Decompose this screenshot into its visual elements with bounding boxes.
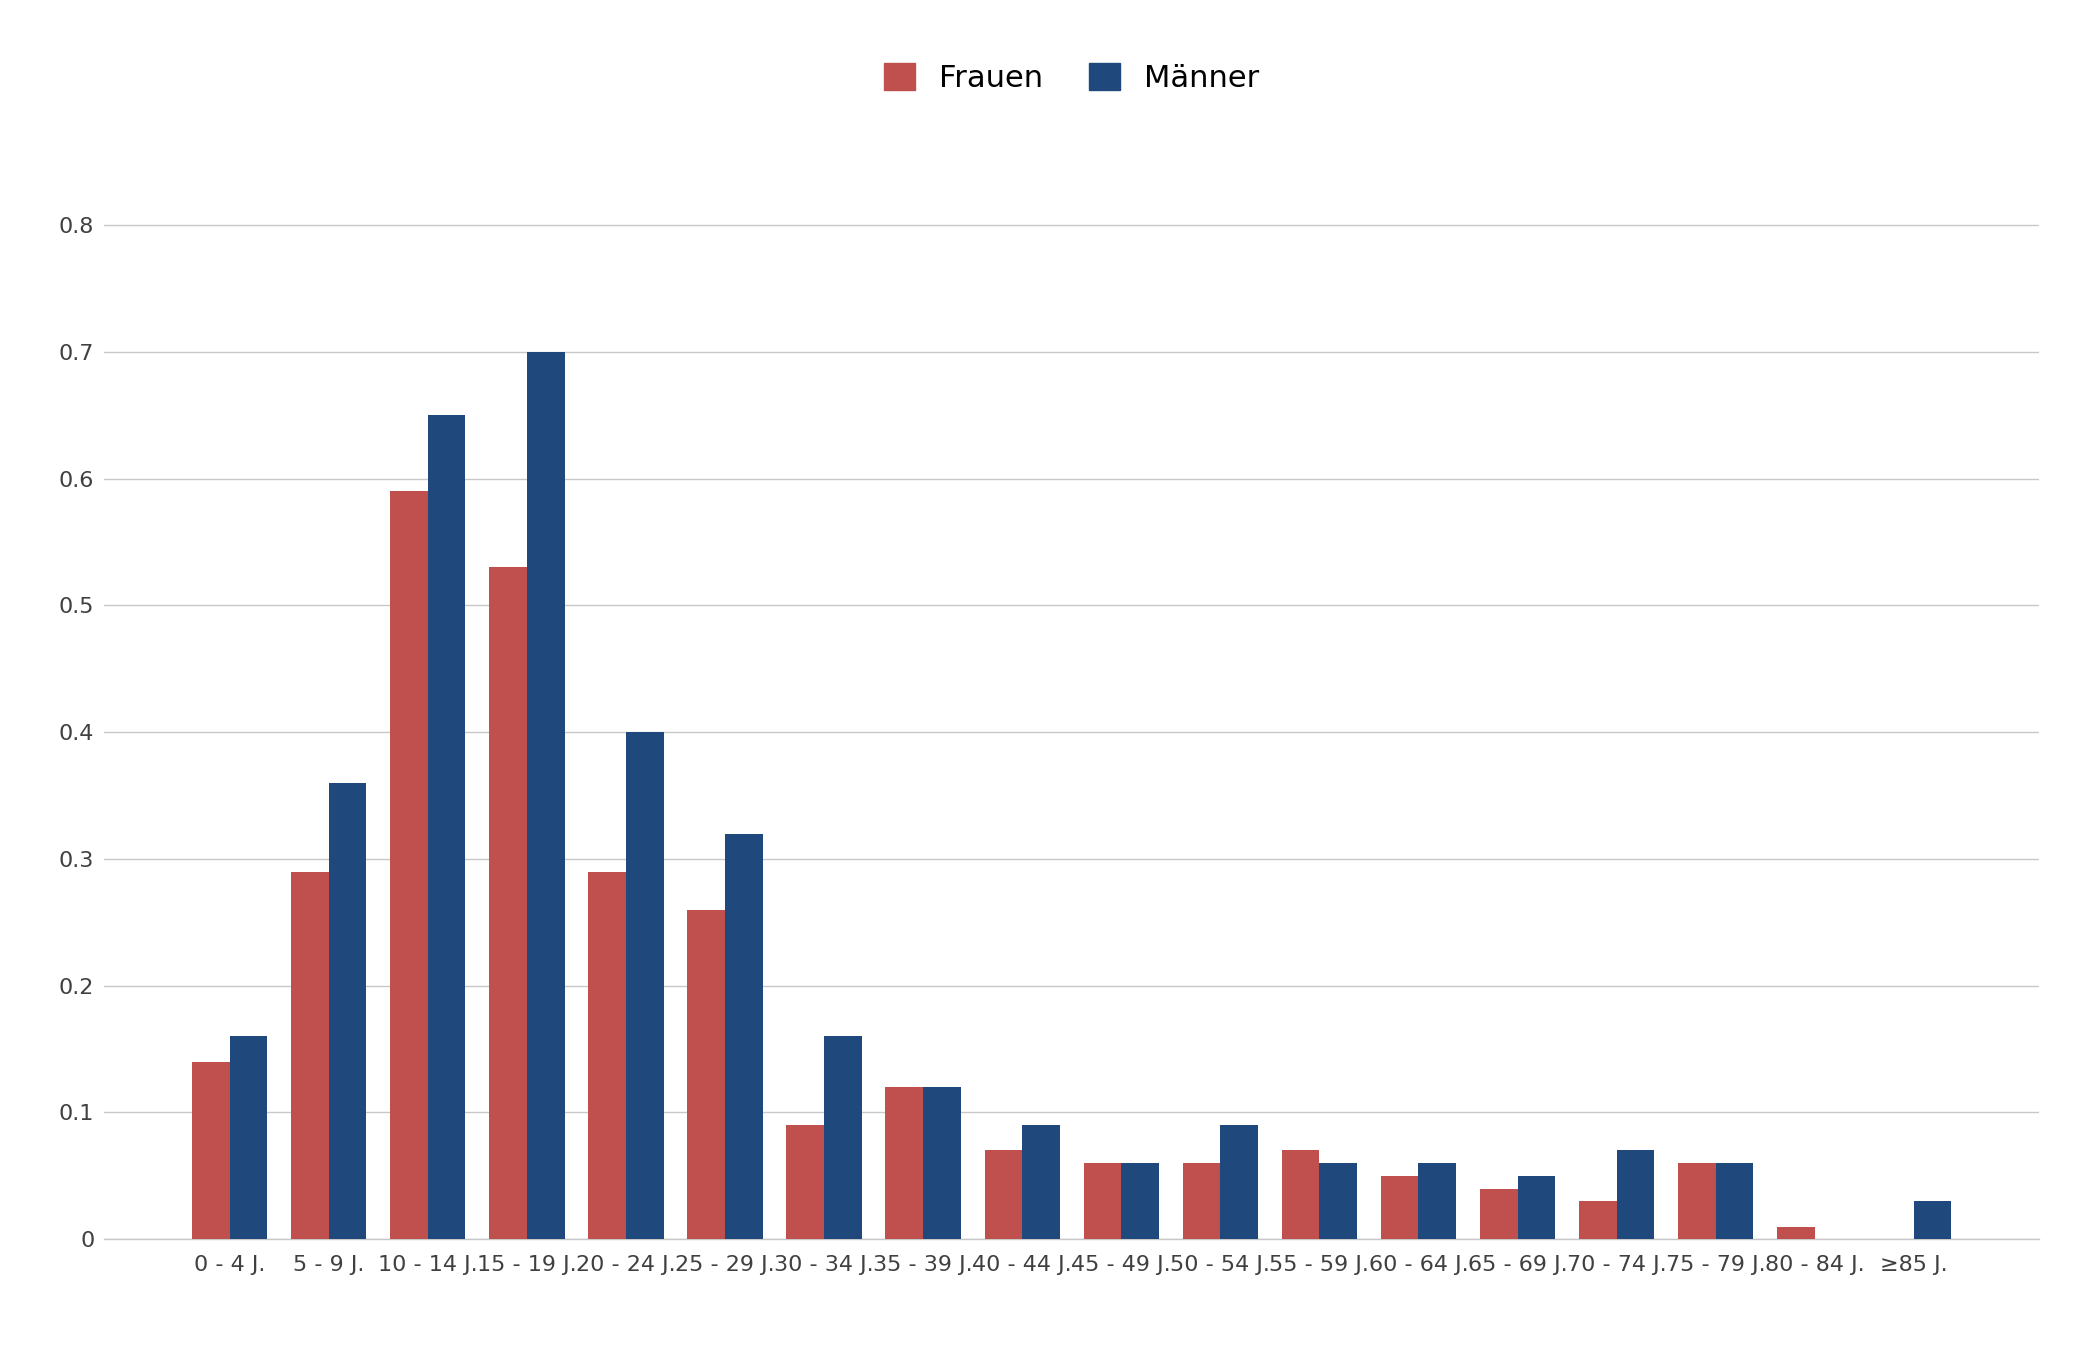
- Bar: [626, 733, 664, 1239]
- Bar: [1915, 1202, 1952, 1239]
- Bar: [787, 1125, 824, 1239]
- Bar: [1677, 1164, 1715, 1239]
- Bar: [291, 872, 329, 1239]
- Bar: [1084, 1164, 1122, 1239]
- Bar: [1219, 1125, 1257, 1239]
- Bar: [489, 567, 526, 1239]
- Bar: [1517, 1176, 1555, 1239]
- Bar: [687, 909, 724, 1239]
- Bar: [1182, 1164, 1219, 1239]
- Bar: [1617, 1150, 1654, 1239]
- Bar: [1480, 1188, 1517, 1239]
- Bar: [1777, 1227, 1815, 1239]
- Bar: [984, 1150, 1022, 1239]
- Bar: [1022, 1125, 1059, 1239]
- Bar: [1419, 1164, 1457, 1239]
- Bar: [229, 1036, 266, 1239]
- Bar: [389, 492, 429, 1239]
- Bar: [1715, 1164, 1754, 1239]
- Bar: [824, 1036, 862, 1239]
- Bar: [1579, 1202, 1617, 1239]
- Bar: [1382, 1176, 1419, 1239]
- Bar: [1319, 1164, 1357, 1239]
- Bar: [589, 872, 626, 1239]
- Bar: [1122, 1164, 1159, 1239]
- Bar: [329, 783, 366, 1239]
- Bar: [1282, 1150, 1319, 1239]
- Bar: [429, 415, 466, 1239]
- Bar: [191, 1061, 229, 1239]
- Bar: [526, 352, 564, 1239]
- Bar: [887, 1087, 924, 1239]
- Bar: [924, 1087, 961, 1239]
- Legend: Frauen, Männer: Frauen, Männer: [870, 47, 1274, 108]
- Bar: [724, 834, 762, 1239]
